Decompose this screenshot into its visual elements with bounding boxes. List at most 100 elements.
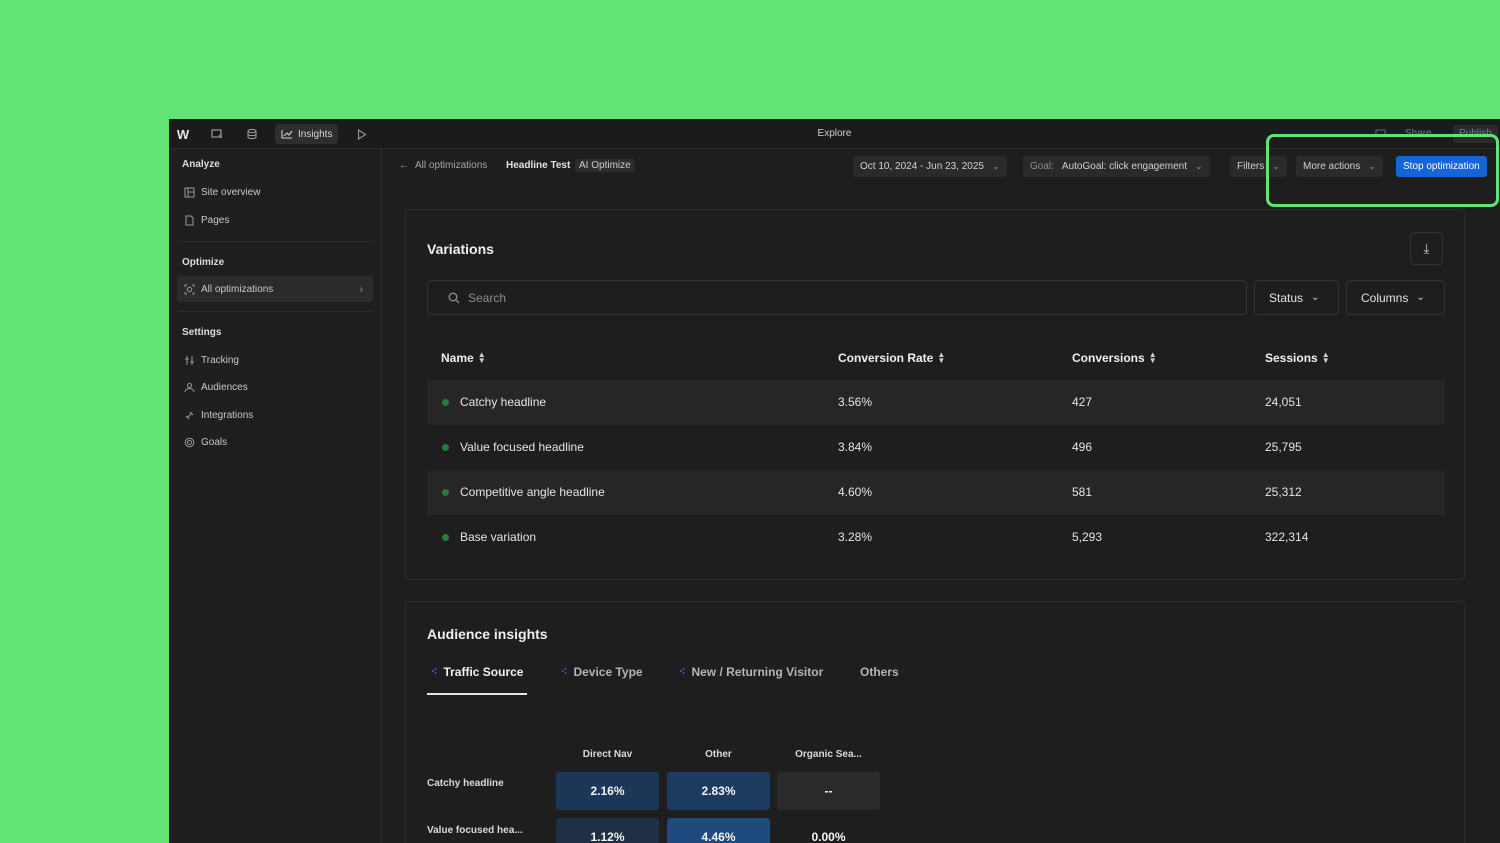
sidebar-divider (177, 241, 373, 242)
sidebar-item-audiences[interactable]: Audiences (177, 374, 373, 400)
status-dropdown[interactable]: Status ⌄ (1254, 280, 1339, 315)
optimization-header: ← All optimizations Headline Test AI Opt… (383, 149, 1500, 185)
filters-button[interactable]: Filters ⌄ (1230, 156, 1287, 177)
more-actions-button[interactable]: More actions ⌄ (1296, 156, 1383, 177)
sidebar-item-site-overview[interactable]: Site overview (177, 179, 373, 205)
stop-optimization-button[interactable]: Stop optimization (1396, 156, 1487, 177)
heatmap-cell: 0.00% (777, 818, 880, 843)
column-header-conversions[interactable]: Conversions ▲ ▼ (1072, 350, 1157, 366)
sessions: 25,312 (1265, 485, 1302, 499)
webflow-logo[interactable]: W (176, 126, 190, 142)
heatmap-cell: 2.83% (667, 772, 770, 810)
more-actions-label: More actions (1303, 161, 1361, 172)
share-button[interactable]: Share (1405, 128, 1432, 139)
status-label: Status (1269, 290, 1304, 305)
conversions: 5,293 (1072, 530, 1103, 544)
sidebar-item-goals[interactable]: Goals (177, 429, 373, 455)
page-title: Explore (817, 128, 852, 139)
tab-others[interactable]: Others (860, 665, 899, 679)
column-header-name[interactable]: Name ▲ ▼ (441, 350, 486, 366)
optimization-title: Headline Test (506, 160, 571, 171)
table-row[interactable]: Value focused headline 3.84% 496 25,795 (427, 425, 1445, 470)
chart-icon (281, 130, 293, 139)
variation-name: Competitive angle headline (460, 485, 605, 499)
sidebar-item-label: All optimizations (201, 283, 274, 295)
heatmap-cell: 2.16% (556, 772, 659, 810)
sidebar-item-label: Goals (201, 436, 228, 448)
column-header-sessions[interactable]: Sessions ▲ ▼ (1265, 350, 1330, 366)
search-input[interactable]: Search (427, 280, 1247, 315)
search-icon (448, 292, 460, 303)
sidebar-item-label: Site overview (201, 186, 261, 198)
analyze-heading: Analyze (182, 159, 220, 170)
app-window: W Insights Explore Share Publish Analyze… (169, 119, 1500, 843)
optimize-heading: Optimize (182, 257, 225, 268)
variation-name: Base variation (460, 530, 537, 544)
tracking-icon (183, 354, 195, 366)
audiences-icon (183, 381, 195, 393)
heatmap-column-header: Direct Nav (582, 749, 633, 760)
chevron-down-icon: ⌄ (1416, 292, 1425, 303)
sidebar-item-label: Integrations (201, 409, 254, 421)
variations-title: Variations (427, 241, 494, 257)
sidebar-divider (177, 311, 373, 312)
device-type-icon: ⁖ (561, 666, 568, 678)
sidebar-item-tracking[interactable]: Tracking (177, 347, 373, 373)
table-row[interactable]: Base variation 3.28% 5,293 322,314 (427, 515, 1445, 560)
ai-optimize-badge: AI Optimize (575, 159, 635, 172)
tab-new-returning-visitor[interactable]: ⁖ New / Returning Visitor (679, 665, 823, 695)
conversions: 427 (1072, 395, 1093, 409)
cms-icon[interactable] (243, 125, 261, 143)
conversions: 496 (1072, 440, 1093, 454)
insights-tab[interactable]: Insights (275, 124, 339, 144)
chevron-right-icon: › (359, 283, 363, 295)
insights-label: Insights (298, 128, 333, 140)
heatmap-column-header: Organic Sea... (795, 749, 862, 760)
chevron-down-icon: ⌄ (1311, 292, 1320, 303)
goal-selector[interactable]: Goal: AutoGoal: click engagement ⌄ (1023, 156, 1210, 177)
sessions: 25,795 (1265, 440, 1302, 454)
table-row[interactable]: Catchy headline 3.56% 427 24,051 (427, 380, 1445, 425)
variation-name: Catchy headline (460, 395, 547, 409)
settings-heading: Settings (182, 327, 222, 338)
status-dot (442, 534, 449, 541)
goals-icon (183, 436, 195, 448)
date-range-picker[interactable]: Oct 10, 2024 - Jun 23, 2025 ⌄ (853, 156, 1007, 177)
sidebar-item-label: Pages (201, 214, 230, 226)
add-element-icon[interactable] (208, 125, 226, 143)
back-label: All optimizations (415, 160, 488, 171)
heatmap-cell: 1.12% (556, 818, 659, 843)
sort-icon: ▲ ▼ (1321, 350, 1330, 365)
sidebar-item-pages[interactable]: Pages (177, 207, 373, 233)
play-icon[interactable] (353, 125, 371, 143)
page-icon (183, 214, 195, 226)
heatmap-column-header: Other (705, 749, 732, 760)
chevron-down-icon: ⌄ (1194, 161, 1203, 171)
table-row[interactable]: Competitive angle headline 4.60% 581 25,… (427, 470, 1445, 515)
heatmap-row-label: Value focused hea... (427, 825, 523, 836)
sidebar-item-all-optimizations[interactable]: All optimizations › (177, 276, 373, 302)
sort-icon: ▲ ▼ (1148, 350, 1157, 365)
columns-dropdown[interactable]: Columns ⌄ (1346, 280, 1445, 315)
variations-card: Variations ⤓ Search Status ⌄ Columns ⌄ N… (405, 209, 1465, 580)
heatmap-cell: -- (777, 772, 880, 810)
date-range-value: Oct 10, 2024 - Jun 23, 2025 (860, 161, 984, 172)
goal-value: AutoGoal: click engagement (1061, 161, 1187, 172)
tab-device-type[interactable]: ⁖ Device Type (561, 665, 643, 695)
arrow-left-icon: ← (399, 160, 409, 171)
column-header-conversion-rate[interactable]: Conversion Rate ▲ ▼ (838, 350, 946, 366)
sort-icon: ▲ ▼ (937, 350, 946, 365)
back-link[interactable]: ← All optimizations (399, 160, 487, 171)
integrations-icon (183, 409, 195, 421)
sidebar-item-label: Tracking (201, 354, 239, 366)
chevron-down-icon: ⌄ (1272, 161, 1280, 171)
audience-insights-card: Audience insights ⁖ Traffic Source ⁖ Dev… (405, 601, 1465, 843)
download-button[interactable]: ⤓ (1410, 232, 1443, 265)
highlight-box (1266, 134, 1499, 207)
goal-prefix: Goal: (1030, 161, 1054, 172)
tab-traffic-source[interactable]: ⁖ Traffic Source (427, 665, 528, 695)
sidebar-item-integrations[interactable]: Integrations (177, 402, 373, 428)
visitor-icon: ⁖ (679, 666, 686, 678)
status-dot (442, 489, 449, 496)
sessions: 322,314 (1265, 530, 1309, 544)
